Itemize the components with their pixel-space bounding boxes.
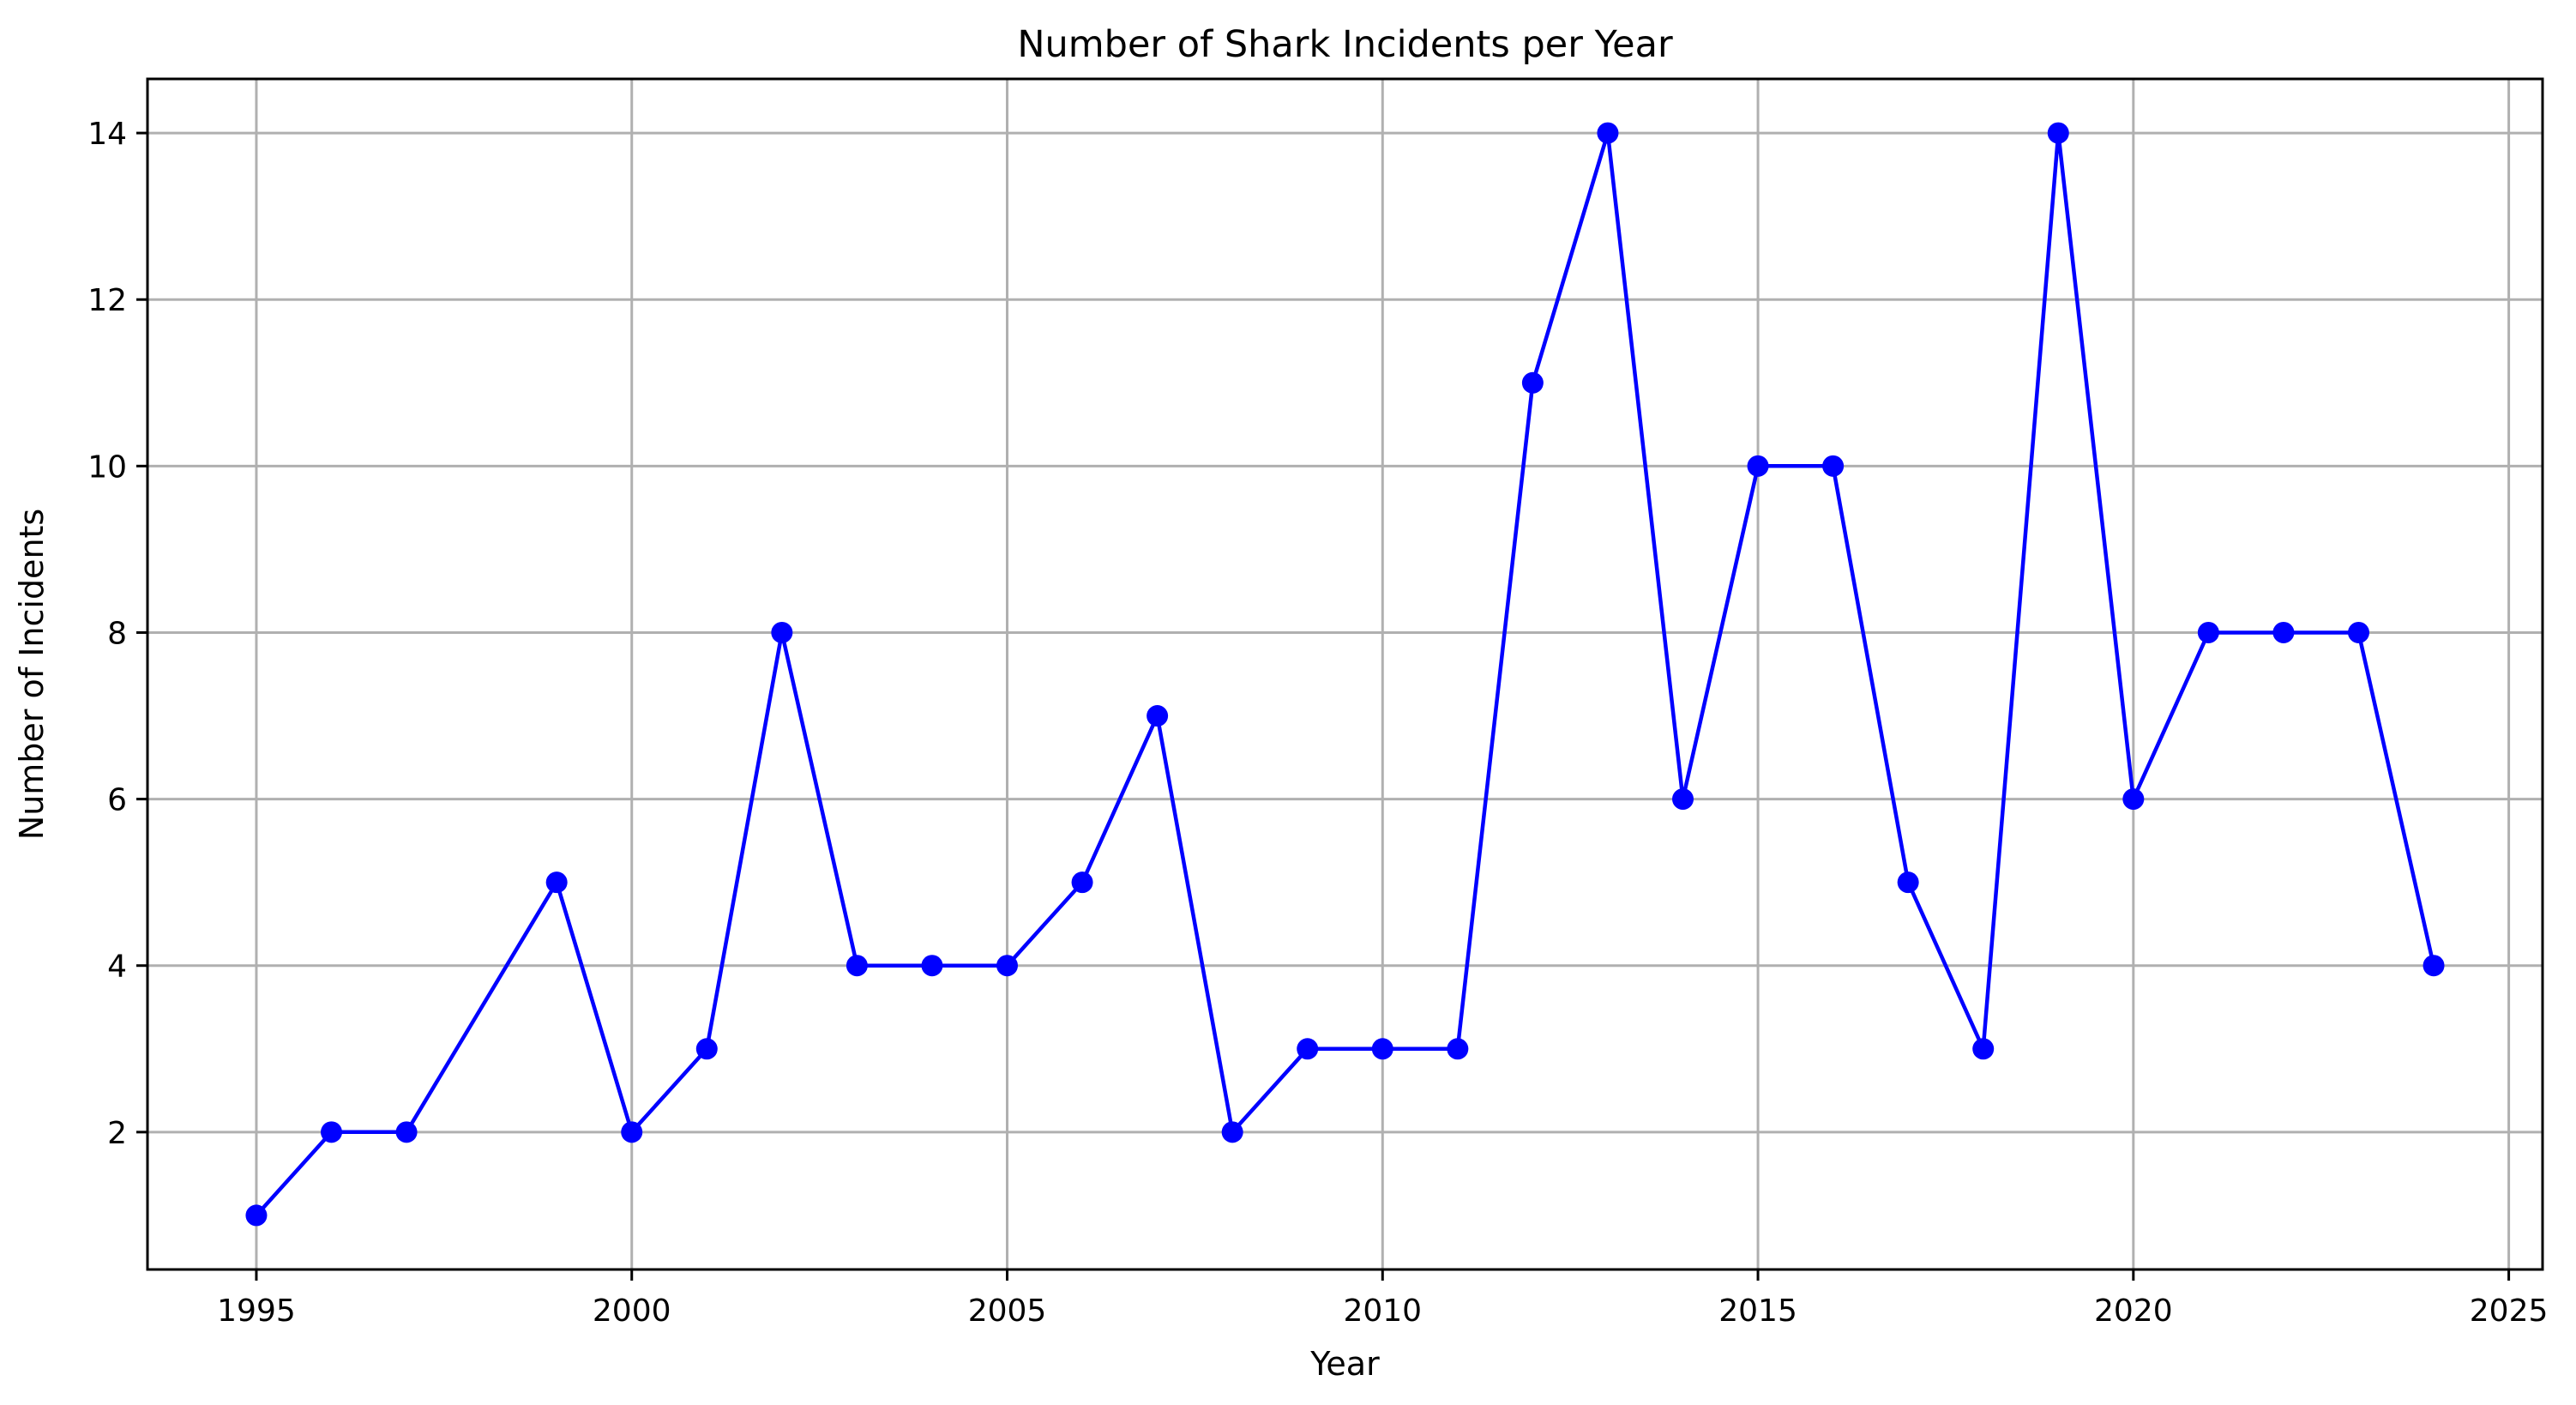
data-point (1221, 1121, 1243, 1143)
x-tick-label: 2010 (1343, 1293, 1422, 1329)
data-point (1822, 455, 1845, 477)
x-tick-label: 2000 (593, 1293, 671, 1329)
y-tick-label: 8 (107, 616, 127, 651)
data-point (1521, 371, 1544, 394)
y-tick-label: 2 (107, 1116, 127, 1151)
axis-ticks: 1995 2000 2005 2010 2015 2020 2025 2 4 6 8 10 12 14 (87, 117, 2548, 1329)
data-point (2423, 955, 2445, 977)
grid-lines (147, 79, 2543, 1269)
data-point (1747, 455, 1769, 477)
y-axis-label: Number of Incidents (13, 509, 51, 840)
y-tick-label: 10 (87, 449, 127, 485)
data-point (695, 1038, 718, 1060)
x-tick-label: 2025 (2470, 1293, 2549, 1329)
x-tick-label: 2015 (1718, 1293, 1797, 1329)
data-point (245, 1204, 268, 1227)
plot-frame (146, 77, 2544, 1271)
data-point (1297, 1038, 1319, 1060)
data-point (1447, 1038, 1469, 1060)
x-tick-label: 1995 (217, 1293, 296, 1329)
data-point (321, 1121, 343, 1143)
data-point (996, 955, 1019, 977)
y-tick-label: 6 (107, 783, 127, 818)
data-point (621, 1121, 643, 1143)
x-axis-label: Year (1309, 1345, 1380, 1383)
x-tick-label: 2005 (968, 1293, 1047, 1329)
y-tick-label: 4 (107, 950, 127, 985)
data-point (1597, 122, 1619, 144)
series-layer (245, 122, 2445, 1227)
data-point (1671, 788, 1694, 811)
chart-title: Number of Shark Incidents per Year (1017, 23, 1673, 66)
data-point (2197, 621, 2219, 643)
x-tick-label: 2020 (2094, 1293, 2173, 1329)
y-tick-label: 14 (87, 117, 127, 152)
data-point (1897, 871, 1919, 894)
data-point (1371, 1038, 1393, 1060)
series-line (255, 130, 2436, 1217)
data-point (1972, 1038, 1995, 1060)
data-point (771, 621, 793, 643)
data-point (846, 955, 868, 977)
data-point (2122, 788, 2145, 811)
data-point (2272, 621, 2295, 643)
data-point (921, 955, 943, 977)
data-point (1071, 871, 1093, 894)
data-point (2047, 122, 2069, 144)
data-point (2347, 621, 2369, 643)
data-point (545, 871, 568, 894)
data-point (395, 1121, 418, 1143)
y-tick-label: 12 (87, 283, 127, 318)
data-point (1147, 705, 1169, 727)
